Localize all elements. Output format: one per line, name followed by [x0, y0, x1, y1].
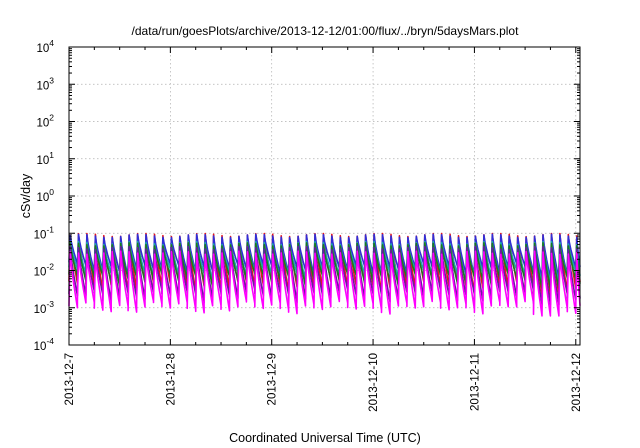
chart-title: /data/run/goesPlots/archive/2013-12-12/0… — [132, 24, 520, 38]
y-tick-label: 10-3 — [34, 299, 55, 316]
series-line — [68, 233, 581, 280]
x-tick-label: 2013-12-10 — [368, 353, 380, 412]
y-tick-label-exponent: -2 — [46, 262, 54, 272]
data-series — [68, 232, 581, 317]
y-tick-label-exponent: 4 — [49, 38, 54, 48]
y-tick-label-exponent: 0 — [49, 187, 54, 197]
y-tick-label-base: 10 — [34, 229, 47, 241]
axis-ticks — [68, 46, 580, 346]
y-tick-label-exponent: 3 — [49, 75, 54, 85]
x-tick-labels: 2013-12-7 2013-12-8 2013-12-9 2013-12-10 201… — [64, 353, 583, 412]
y-tick-label-exponent: 1 — [49, 150, 54, 160]
y-tick-label-base: 10 — [34, 304, 47, 316]
x-axis-label: Coordinated Universal Time (UTC) — [229, 431, 421, 445]
x-tick-label: 2013-12-11 — [469, 353, 481, 411]
y-tick-label-exponent: 2 — [49, 113, 54, 123]
x-tick-label: 2013-12-8 — [165, 353, 177, 405]
y-tick-label-base: 10 — [34, 341, 47, 353]
series-line — [68, 250, 581, 317]
x-tick-label: 2013-12-9 — [267, 353, 279, 405]
y-tick-label: 102 — [36, 113, 54, 130]
x-tick-label: 2013-12-7 — [64, 353, 76, 405]
y-tick-label: 104 — [36, 38, 54, 55]
y-tick-label-base: 10 — [36, 118, 49, 130]
y-tick-label-exponent: -3 — [46, 299, 54, 309]
y-axis-label: cSv/day — [19, 173, 33, 218]
y-tick-label-base: 10 — [36, 43, 49, 55]
y-tick-label: 10-2 — [34, 262, 55, 279]
y-tick-label-base: 10 — [36, 155, 49, 167]
y-tick-label: 10-4 — [34, 336, 55, 353]
y-tick-label: 103 — [36, 75, 54, 92]
x-tick-label: 2013-12-12 — [571, 353, 583, 412]
y-tick-label-base: 10 — [34, 267, 47, 279]
series-line — [68, 242, 581, 290]
y-tick-label: 100 — [36, 187, 54, 204]
y-tick-label-base: 10 — [36, 80, 49, 92]
y-tick-label-exponent: -1 — [46, 224, 54, 234]
y-tick-label: 10-1 — [34, 224, 55, 241]
y-tick-label-exponent: -4 — [46, 336, 54, 346]
series-line — [68, 245, 581, 306]
y-tick-label-base: 10 — [36, 192, 49, 204]
y-tick-label: 101 — [36, 150, 54, 167]
